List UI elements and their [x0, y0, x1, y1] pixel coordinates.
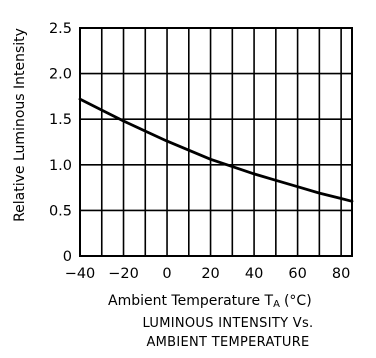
y-tick-label: 2.0 — [49, 67, 72, 83]
x-tick-label: 20 — [201, 266, 219, 282]
y-tick-label: 1.0 — [49, 158, 72, 174]
x-tick-label: 0 — [162, 266, 171, 282]
plot-frame — [79, 27, 353, 257]
y-tick-label: 2.5 — [49, 21, 72, 37]
x-axis-label: Ambient Temperature TA (°C) — [108, 293, 312, 310]
y-tick-label: 1.5 — [49, 112, 72, 128]
series-layer — [78, 97, 354, 203]
x-tick-label: 40 — [245, 266, 263, 282]
y-axis-label: Relative Luminous Intensity — [12, 28, 28, 222]
tick-labels: 0 0.5 1.0 1.5 2.0 2.5 −40 −20 0 20 40 60 80 — [49, 21, 350, 282]
caption-line-2: AMBIENT TEMPERATURE — [146, 335, 309, 350]
caption-line-1: LUMINOUS INTENSITY Vs. — [143, 316, 314, 331]
y-tick-label: 0 — [63, 249, 72, 265]
x-tick-label: 80 — [332, 266, 350, 282]
x-tick-label: 60 — [288, 266, 306, 282]
y-tick-label: 0.5 — [49, 203, 72, 219]
x-tick-label: −40 — [65, 266, 96, 282]
x-tick-label: −20 — [108, 266, 139, 282]
series-line — [78, 97, 354, 203]
x-axis-label-subscript: A — [273, 299, 280, 310]
grid — [79, 27, 353, 257]
x-axis-label-main: Ambient Temperature T — [108, 293, 274, 309]
x-axis-label-unit: (°C) — [284, 293, 312, 309]
